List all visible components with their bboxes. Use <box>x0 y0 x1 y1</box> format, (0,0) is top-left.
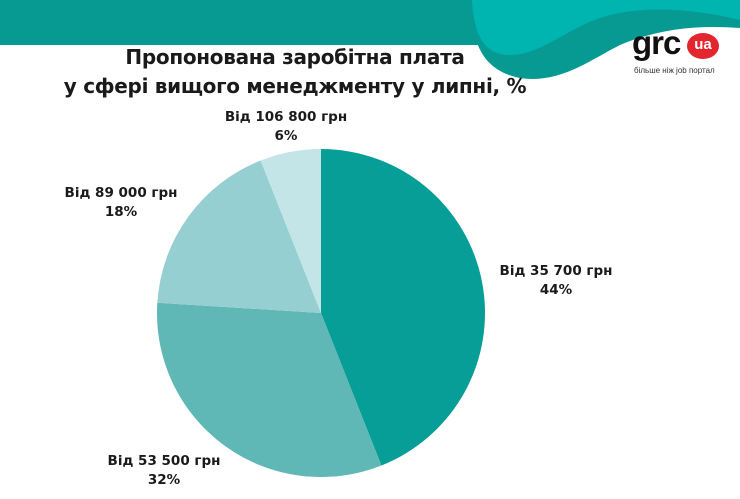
pie-slice <box>260 149 321 313</box>
slice-label-89000: Від 89 000 грн 18% <box>65 184 178 222</box>
grc-logo[interactable]: grc ua більше ніж job портал <box>632 24 724 80</box>
chart-title-line1: Пропонована заробітна плата <box>125 45 465 69</box>
slice-label-percent: 6% <box>274 128 298 144</box>
slice-label-name: Від 106 800 грн <box>224 109 348 125</box>
header-wave-light <box>472 0 740 55</box>
slice-label-name: Від 53 500 грн <box>107 453 221 469</box>
header-band <box>0 0 480 45</box>
slice-label-name: Від 35 700 грн <box>499 263 613 279</box>
logo-badge: ua <box>687 33 719 59</box>
slice-label-53500: Від 53 500 грн 32% <box>108 452 221 490</box>
chart-title-line2: у сфері вищого менеджменту у липні, % <box>63 74 527 98</box>
slice-label-106800: Від 106 800 грн 6% <box>225 108 347 146</box>
slice-label-percent: 32% <box>147 472 181 488</box>
slice-label-35700: Від 35 700 грн 44% <box>500 262 613 300</box>
slice-label-percent: 44% <box>539 282 573 298</box>
logo-tagline: більше ніж job портал <box>634 66 715 75</box>
slice-label-percent: 18% <box>104 204 138 220</box>
logo-text: grc <box>632 24 681 61</box>
pie-slice <box>157 160 321 313</box>
slice-label-name: Від 89 000 грн <box>64 185 178 201</box>
chart-title: Пропонована заробітна плата у сфері вищо… <box>40 43 550 101</box>
pie-slice <box>321 149 485 466</box>
pie-slice <box>156 302 382 477</box>
